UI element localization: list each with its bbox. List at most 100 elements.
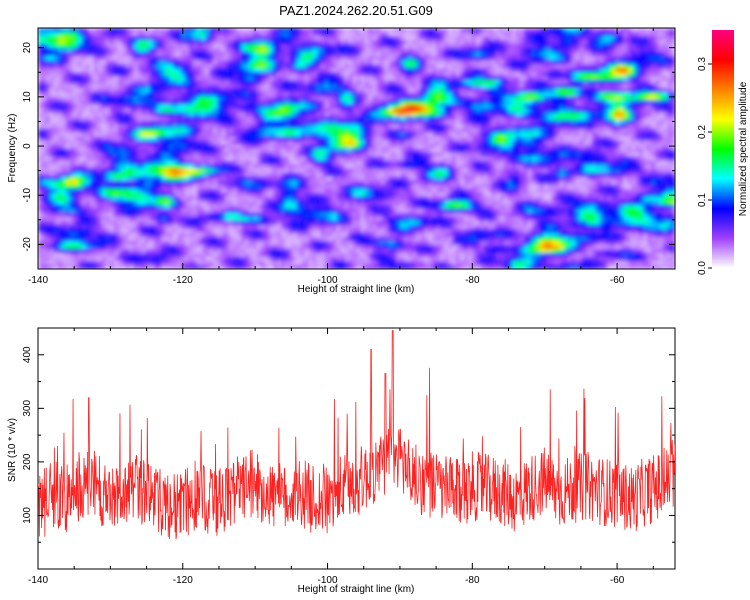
heatmap-cell: [515, 28, 521, 33]
heatmap-cell: [145, 120, 151, 125]
heatmap-cell: [85, 152, 91, 158]
heatmap-cell: [93, 120, 99, 125]
heatmap-cell: [268, 72, 274, 77]
heatmap-cell: [539, 104, 545, 109]
heatmap-cell: [456, 68, 461, 73]
heatmap-cell: [141, 68, 147, 73]
heatmap-cell: [535, 36, 541, 41]
heatmap-cell: [475, 136, 481, 142]
heatmap-cell: [181, 92, 186, 97]
heatmap-cell: [571, 120, 577, 125]
heatmap-cell: [97, 76, 103, 81]
heatmap-cell: [284, 120, 290, 125]
heatmap-cell: [483, 56, 489, 61]
heatmap-cell: [209, 32, 214, 37]
heatmap-cell: [252, 64, 258, 69]
heatmap-cell: [336, 116, 342, 121]
heatmap-cell: [651, 44, 656, 49]
heatmap-cell: [129, 116, 135, 121]
heatmap-cell: [280, 56, 286, 61]
heatmap-cell: [388, 68, 393, 73]
heatmap-cell: [57, 28, 63, 33]
heatmap-cell: [448, 80, 453, 85]
heatmap-cell: [352, 80, 358, 85]
heatmap-cell: [205, 128, 210, 134]
heatmap-cell: [49, 120, 55, 125]
heatmap-cell: [392, 72, 397, 77]
heatmap-cell: [380, 140, 385, 146]
heatmap-cell: [639, 100, 644, 105]
heatmap-cell: [125, 76, 131, 81]
heatmap-cell: [121, 120, 127, 125]
heatmap-cell: [659, 104, 664, 109]
heatmap-cell: [93, 80, 99, 85]
heatmap-cell: [157, 144, 163, 150]
heatmap-cell: [145, 48, 151, 53]
heatmap-cell: [607, 64, 612, 69]
heatmap-cell: [647, 124, 652, 130]
heatmap-cell: [185, 124, 190, 130]
heatmap-cell: [671, 40, 675, 45]
heatmap-cell: [555, 96, 561, 101]
heatmap-cell: [280, 72, 286, 77]
heatmap-cell: [101, 128, 107, 134]
heatmap-cell: [312, 116, 318, 121]
heatmap-cell: [53, 152, 59, 158]
heatmap-cell: [432, 80, 437, 85]
heatmap-cell: [252, 108, 258, 113]
heatmap-cell: [507, 144, 513, 150]
heatmap-cell: [392, 112, 397, 117]
heatmap-cell: [603, 112, 608, 117]
heatmap-cell: [300, 40, 306, 45]
heatmap-cell: [607, 104, 612, 109]
heatmap-cell: [511, 128, 517, 134]
heatmap-cell: [181, 128, 186, 134]
heatmap-cell: [583, 140, 589, 146]
heatmap-cell: [452, 100, 457, 105]
heatmap-cell: [448, 108, 453, 113]
heatmap-cell: [105, 44, 111, 49]
heatmap-cell: [432, 108, 437, 113]
heatmap-cell: [304, 76, 310, 81]
heatmap-cell: [336, 148, 342, 154]
heatmap-cell: [444, 100, 449, 105]
heatmap-cell: [603, 56, 608, 61]
heatmap-cell: [312, 124, 318, 130]
heatmap-cell: [368, 132, 374, 138]
heatmap-cell: [109, 128, 115, 134]
heatmap-cell: [372, 92, 378, 97]
heatmap-cell: [129, 56, 135, 61]
heatmap-cell: [491, 100, 497, 105]
heatmap-cell: [639, 44, 644, 49]
heatmap-cell: [173, 128, 178, 134]
heatmap-cell: [404, 36, 409, 41]
heatmap-cell: [169, 56, 174, 61]
heatmap-cell: [276, 96, 282, 101]
heatmap-cell: [611, 60, 616, 65]
heatmap-cell: [483, 92, 489, 97]
heatmap-cell: [436, 148, 441, 154]
heatmap-cell: [659, 72, 664, 77]
heatmap-cell: [69, 36, 75, 41]
heatmap-cell: [587, 116, 592, 121]
heatmap-cell: [376, 84, 381, 89]
heatmap-cell: [181, 96, 186, 101]
heatmap-cell: [93, 152, 99, 158]
heatmap-cell: [527, 96, 533, 101]
heatmap-cell: [376, 140, 381, 146]
heatmap-cell: [316, 128, 322, 134]
heatmap-cell: [133, 68, 139, 73]
heatmap-cell: [571, 124, 577, 130]
heatmap-cell: [551, 124, 557, 130]
heatmap-cell: [471, 32, 477, 37]
heatmap-cell: [619, 84, 624, 89]
heatmap-cell: [344, 128, 350, 134]
heatmap-cell: [356, 124, 362, 130]
heatmap-cell: [503, 132, 509, 138]
heatmap-cell: [444, 56, 449, 61]
heatmap-cell: [563, 44, 569, 49]
heatmap-cell: [535, 32, 541, 37]
heatmap-cell: [197, 28, 202, 33]
heatmap-cell: [117, 32, 123, 37]
heatmap-cell: [137, 84, 143, 89]
